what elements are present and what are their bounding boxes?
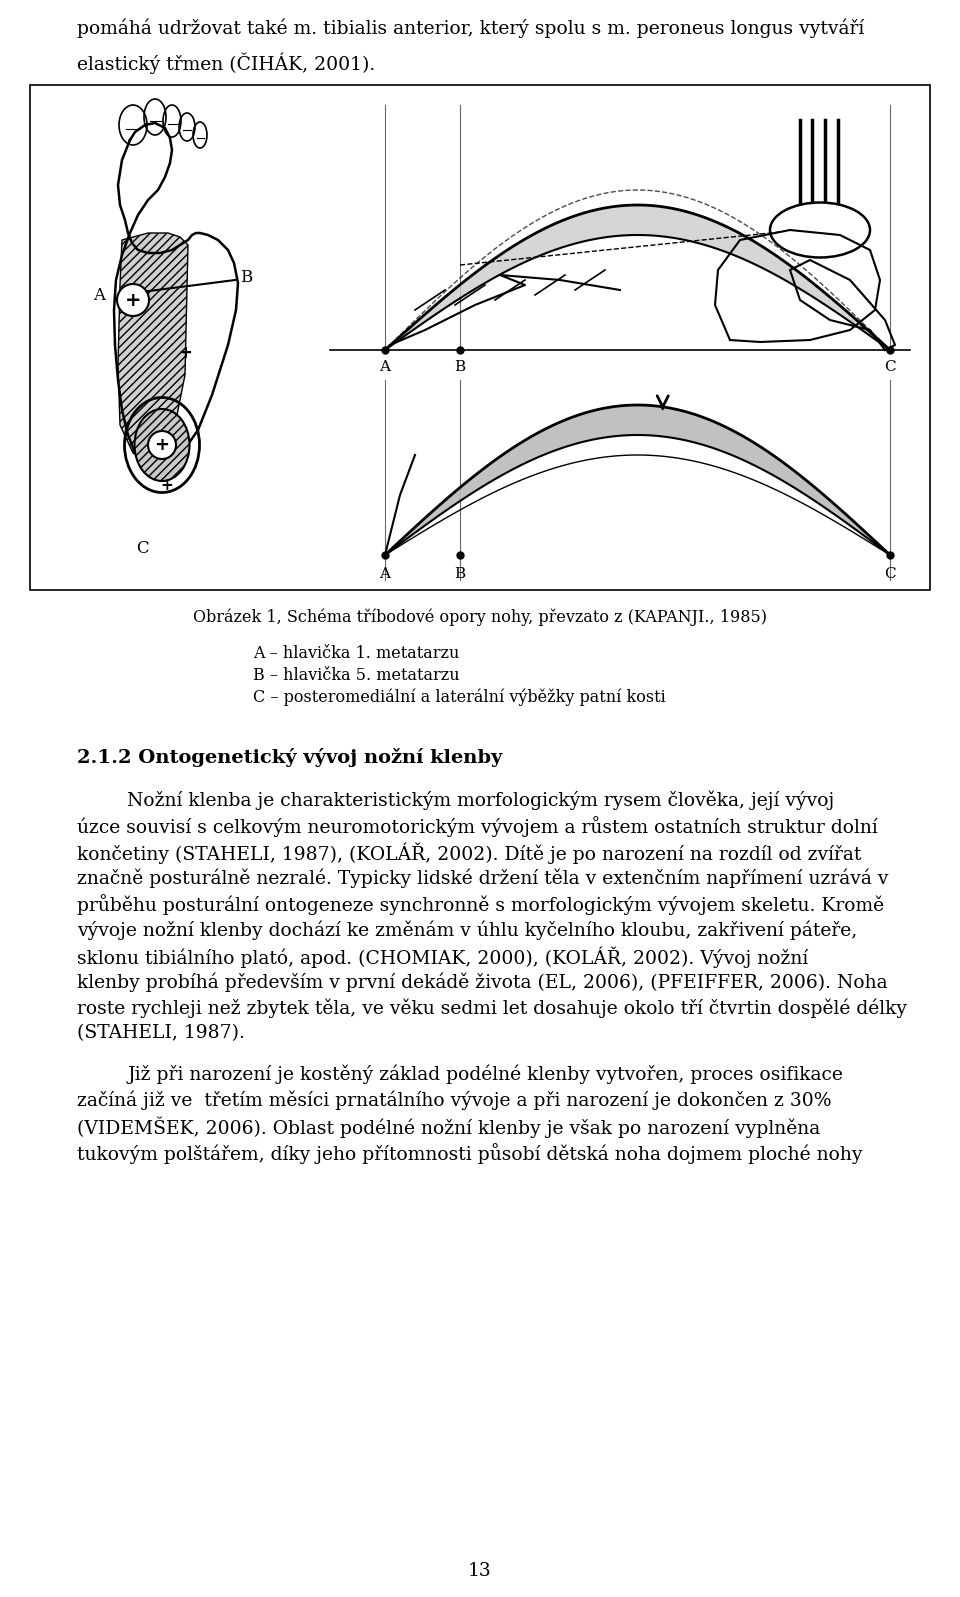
Text: končetiny (STAHELI, 1987), (KOLÁŘ, 2002). Dítě je po narození na rozdíl od zvířa: končetiny (STAHELI, 1987), (KOLÁŘ, 2002)… [77, 842, 861, 864]
Text: (STAHELI, 1987).: (STAHELI, 1987). [77, 1024, 245, 1041]
Text: tukovým polštářem, díky jeho přítomnosti působí dětská noha dojmem ploché nohy: tukovým polštářem, díky jeho přítomnosti… [77, 1143, 862, 1164]
Text: C: C [135, 540, 148, 557]
Text: úzce souvisí s celkovým neuromotorickým vývojem a růstem ostatních struktur doln: úzce souvisí s celkovým neuromotorickým … [77, 816, 877, 837]
Text: C: C [884, 359, 896, 374]
Text: +: + [178, 343, 192, 363]
Text: B: B [240, 268, 252, 286]
Text: 13: 13 [468, 1562, 492, 1579]
Text: B: B [454, 359, 466, 374]
Text: klenby probíhá především v první dekádě života (EL, 2006), (PFEIFFER, 2006). Noh: klenby probíhá především v první dekádě … [77, 973, 888, 992]
Text: elastický třmen (ČIHÁK, 2001).: elastický třmen (ČIHÁK, 2001). [77, 53, 375, 73]
Text: +: + [155, 436, 170, 454]
Text: A: A [93, 286, 105, 303]
Ellipse shape [134, 409, 189, 481]
Text: Nožní klenba je charakteristickým morfologickým rysem člověka, její vývoj: Nožní klenba je charakteristickým morfol… [127, 791, 834, 810]
Text: B: B [454, 567, 466, 581]
Text: 2.1.2 Ontogenetický vývoj nožní klenby: 2.1.2 Ontogenetický vývoj nožní klenby [77, 747, 502, 767]
Text: A: A [379, 567, 391, 581]
Circle shape [117, 284, 149, 316]
Circle shape [148, 431, 176, 458]
Text: A: A [379, 359, 391, 374]
Polygon shape [385, 204, 890, 350]
Bar [30, 85, 930, 589]
Text: +: + [125, 291, 141, 310]
Text: B – hlavička 5. metatarzu: B – hlavička 5. metatarzu [253, 668, 460, 684]
Text: +: + [160, 478, 174, 492]
Text: A – hlavička 1. metatarzu: A – hlavička 1. metatarzu [253, 645, 460, 663]
Text: C: C [884, 567, 896, 581]
Text: Obrázek 1, Schéma tříbodové opory nohy, převzato z (KAPANJI., 1985): Obrázek 1, Schéma tříbodové opory nohy, … [193, 608, 767, 626]
Text: Již při narození je kostěný základ podélné klenby vytvořen, proces osifikace: Již při narození je kostěný základ podél… [127, 1065, 843, 1084]
Text: průběhu posturální ontogeneze synchronně s morfologickým vývojem skeletu. Kromě: průběhu posturální ontogeneze synchronně… [77, 894, 884, 915]
Text: pomáhá udržovat také m. tibialis anterior, který spolu s m. peroneus longus vytv: pomáhá udržovat také m. tibialis anterio… [77, 18, 864, 37]
Text: (VIDEMŠEK, 2006). Oblast podélné nožní klenby je však po narození vyplněna: (VIDEMŠEK, 2006). Oblast podélné nožní k… [77, 1116, 820, 1139]
Text: roste rychleji než zbytek těla, ve věku sedmi let dosahuje okolo tří čtvrtin dos: roste rychleji než zbytek těla, ve věku … [77, 998, 907, 1017]
Text: začíná již ve  třetím měsíci prnatálního vývoje a při narození je dokončen z 30%: začíná již ve třetím měsíci prnatálního … [77, 1091, 831, 1110]
Ellipse shape [770, 203, 870, 257]
Text: sklonu tibiálního plató, apod. (CHOMIAK, 2000), (KOLÁŘ, 2002). Vývoj nožní: sklonu tibiálního plató, apod. (CHOMIAK,… [77, 945, 808, 968]
Text: značně posturálně nezralé. Typicky lidské držení těla v extenčním napřímení uzrá: značně posturálně nezralé. Typicky lidsk… [77, 869, 889, 888]
Text: C – posteromediální a laterální výběžky patní kosti: C – posteromediální a laterální výběžky … [253, 688, 665, 706]
Polygon shape [118, 233, 188, 460]
Polygon shape [385, 406, 890, 556]
Text: vývoje nožní klenby dochází ke změnám v úhlu kyčelního kloubu, zakřivení páteře,: vývoje nožní klenby dochází ke změnám v … [77, 920, 857, 939]
